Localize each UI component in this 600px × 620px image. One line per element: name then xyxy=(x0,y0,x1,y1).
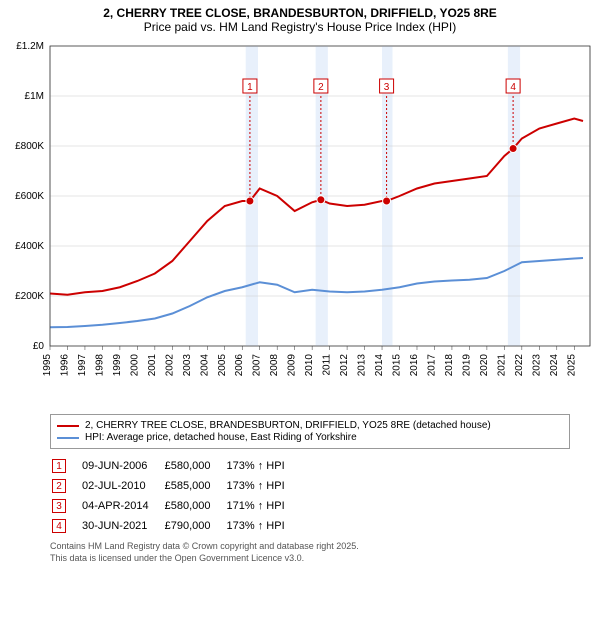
title-address: 2, CHERRY TREE CLOSE, BRANDESBURTON, DRI… xyxy=(10,6,590,20)
line-chart: £0 £200K £400K £600K £800K £1M £1.2M 1995 1996 19… xyxy=(0,36,600,406)
svg-text:2011: 2011 xyxy=(322,354,333,376)
svg-text:2017: 2017 xyxy=(426,354,437,377)
legend-label: HPI: Average price, detached house, East… xyxy=(85,432,357,443)
svg-text:2012: 2012 xyxy=(339,354,350,377)
svg-text:2022: 2022 xyxy=(514,354,525,377)
svg-text:2025: 2025 xyxy=(566,354,577,377)
svg-text:2014: 2014 xyxy=(374,354,385,377)
legend-row: 2, CHERRY TREE CLOSE, BRANDESBURTON, DRI… xyxy=(57,420,563,431)
svg-text:£0: £0 xyxy=(33,341,45,352)
sales-table: 109-JUN-2006£580,000173% ↑ HPI 202-JUL-20… xyxy=(50,455,301,537)
svg-text:£600K: £600K xyxy=(15,191,44,202)
svg-text:£800K: £800K xyxy=(15,141,44,152)
legend-label: 2, CHERRY TREE CLOSE, BRANDESBURTON, DRI… xyxy=(85,420,491,431)
chart-title: 2, CHERRY TREE CLOSE, BRANDESBURTON, DRI… xyxy=(0,0,600,36)
svg-text:2018: 2018 xyxy=(444,354,455,377)
svg-text:1996: 1996 xyxy=(59,354,70,377)
svg-text:£1M: £1M xyxy=(25,91,44,102)
svg-text:4: 4 xyxy=(510,82,516,93)
svg-text:3: 3 xyxy=(384,82,390,93)
svg-text:2001: 2001 xyxy=(147,354,158,377)
table-row: 430-JUN-2021£790,000173% ↑ HPI xyxy=(52,517,299,535)
svg-text:2005: 2005 xyxy=(217,354,228,377)
legend-row: HPI: Average price, detached house, East… xyxy=(57,432,563,443)
svg-text:£1.2M: £1.2M xyxy=(16,41,44,52)
footer-line2: This data is licensed under the Open Gov… xyxy=(50,553,570,565)
sale-marker: 1 xyxy=(52,459,66,473)
svg-text:2002: 2002 xyxy=(164,354,175,377)
sale-marker: 3 xyxy=(52,499,66,513)
table-row: 304-APR-2014£580,000171% ↑ HPI xyxy=(52,497,299,515)
footer-attribution: Contains HM Land Registry data © Crown c… xyxy=(50,541,570,564)
svg-text:2015: 2015 xyxy=(392,354,403,377)
svg-text:2000: 2000 xyxy=(129,354,140,377)
svg-text:2021: 2021 xyxy=(496,354,507,377)
svg-text:1998: 1998 xyxy=(94,354,105,377)
sale-marker: 2 xyxy=(52,479,66,493)
chart-area: £0 £200K £400K £600K £800K £1M £1.2M 1995 1996 19… xyxy=(0,36,600,406)
svg-text:2023: 2023 xyxy=(531,354,542,377)
svg-text:2024: 2024 xyxy=(549,354,560,377)
svg-text:2013: 2013 xyxy=(357,354,368,377)
svg-text:2019: 2019 xyxy=(461,354,472,377)
svg-text:2: 2 xyxy=(318,82,324,93)
svg-text:1995: 1995 xyxy=(42,354,53,377)
svg-text:£400K: £400K xyxy=(15,241,44,252)
svg-text:1: 1 xyxy=(247,82,253,93)
svg-text:2006: 2006 xyxy=(234,354,245,377)
table-row: 202-JUL-2010£585,000173% ↑ HPI xyxy=(52,477,299,495)
title-subtitle: Price paid vs. HM Land Registry's House … xyxy=(10,20,590,34)
svg-text:2003: 2003 xyxy=(182,354,193,377)
sale-marker: 4 xyxy=(52,519,66,533)
svg-text:2004: 2004 xyxy=(199,354,210,377)
legend-swatch xyxy=(57,437,79,439)
svg-text:£200K: £200K xyxy=(15,291,44,302)
svg-text:2020: 2020 xyxy=(479,354,490,377)
legend-swatch xyxy=(57,425,79,427)
svg-text:1997: 1997 xyxy=(77,354,88,377)
table-row: 109-JUN-2006£580,000173% ↑ HPI xyxy=(52,457,299,475)
legend: 2, CHERRY TREE CLOSE, BRANDESBURTON, DRI… xyxy=(50,414,570,449)
svg-text:2008: 2008 xyxy=(269,354,280,377)
svg-text:1999: 1999 xyxy=(112,354,123,377)
footer-line1: Contains HM Land Registry data © Crown c… xyxy=(50,541,570,553)
svg-text:2009: 2009 xyxy=(287,354,298,377)
svg-text:2007: 2007 xyxy=(252,354,263,377)
svg-text:2016: 2016 xyxy=(409,354,420,377)
svg-text:2010: 2010 xyxy=(304,354,315,377)
